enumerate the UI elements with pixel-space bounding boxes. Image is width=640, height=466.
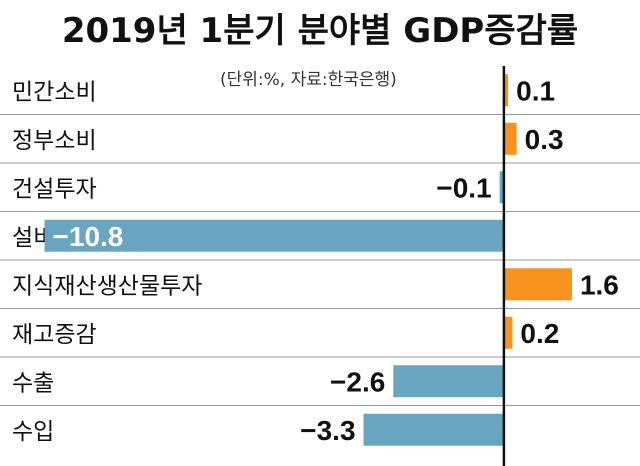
category-label: 민간소비 bbox=[12, 79, 97, 105]
value-label: −2.6 bbox=[330, 366, 385, 397]
category-label: 정부소비 bbox=[12, 128, 97, 154]
value-label: 0.2 bbox=[520, 318, 559, 349]
category-label: 수출 bbox=[12, 370, 54, 396]
chart-rows: 민간소비0.1정부소비0.3건설투자−0.1설비투자−10.8지식재산생산물투자… bbox=[0, 74, 640, 446]
chart-title: 2019년 1분기 분야별 GDP증감률 bbox=[62, 11, 578, 51]
unit-source-note: (단위:%, 자료:한국은행) bbox=[220, 70, 397, 90]
bar bbox=[503, 74, 509, 107]
bar bbox=[503, 316, 513, 349]
category-label: 건설투자 bbox=[12, 176, 97, 202]
category-label: 재고증감 bbox=[12, 322, 97, 348]
value-label: 0.3 bbox=[525, 124, 564, 155]
bar bbox=[363, 413, 504, 446]
value-label: −3.3 bbox=[300, 415, 355, 446]
bar bbox=[44, 219, 504, 252]
value-label: 0.1 bbox=[516, 75, 555, 106]
value-label: −0.1 bbox=[436, 172, 491, 203]
value-label: −10.8 bbox=[53, 221, 124, 252]
bar bbox=[503, 268, 572, 301]
bar bbox=[503, 122, 517, 155]
value-label: 1.6 bbox=[580, 269, 619, 300]
category-label: 지식재산생산물투자 bbox=[12, 273, 202, 299]
bar bbox=[393, 365, 504, 398]
category-label: 수입 bbox=[12, 419, 54, 445]
bar bbox=[499, 171, 504, 204]
